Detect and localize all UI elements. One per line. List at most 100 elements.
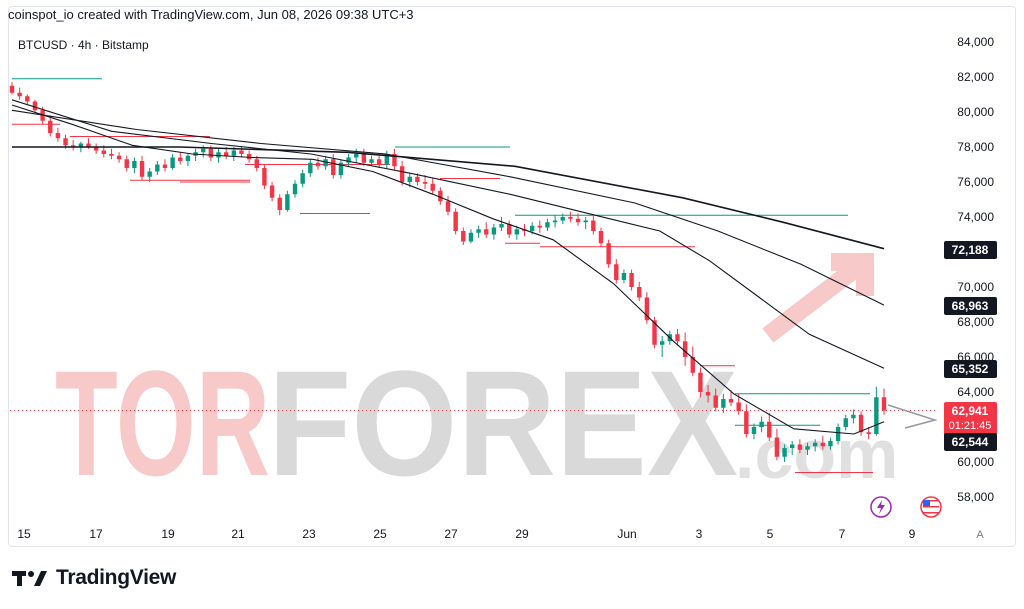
candle-body xyxy=(93,147,99,151)
candle-body xyxy=(201,148,206,153)
candle-body xyxy=(116,155,122,160)
candle-body xyxy=(736,402,741,412)
candle-body xyxy=(422,182,428,184)
y-axis-tick-label: 76,000 xyxy=(957,175,994,189)
candle-body xyxy=(614,264,619,280)
x-axis-tick-label: 7 xyxy=(839,527,846,541)
candle-body xyxy=(728,399,734,403)
candle-body xyxy=(216,152,221,158)
candle-body xyxy=(476,229,481,233)
candle-body xyxy=(399,166,405,182)
moving-average-line xyxy=(11,104,885,435)
y-axis-tick-label: 78,000 xyxy=(957,140,994,154)
candle-body xyxy=(560,217,565,221)
candle-body xyxy=(361,154,367,163)
candle-body xyxy=(109,154,114,156)
candle-body xyxy=(866,432,871,434)
y-axis-tick-label: 64,000 xyxy=(957,385,994,399)
candle-body xyxy=(598,231,604,244)
candle-body xyxy=(331,159,336,175)
moving-average-line xyxy=(11,99,885,369)
candle-body xyxy=(606,243,611,265)
y-axis-tick-label: 68,000 xyxy=(957,315,994,329)
candle-body xyxy=(621,273,627,280)
candle-body xyxy=(376,159,382,165)
candle-body xyxy=(767,421,772,438)
candle-body xyxy=(277,197,282,210)
x-axis-tick-label: 3 xyxy=(696,527,703,541)
candle-body xyxy=(315,162,321,167)
candle-body xyxy=(782,448,787,457)
candle-body xyxy=(223,152,229,156)
watermark-forex: FOREX xyxy=(268,339,738,507)
candle-body xyxy=(468,232,474,242)
candle-body xyxy=(415,176,420,182)
candle-body xyxy=(254,159,259,168)
candle-body xyxy=(292,183,298,195)
price-axis-label: 65,352 xyxy=(952,362,989,376)
x-axis-tick-label: 23 xyxy=(302,527,316,541)
flag-stripe xyxy=(923,503,939,505)
projection-arrow-icon xyxy=(887,404,938,429)
candle-body xyxy=(285,194,290,210)
flag-stripe xyxy=(923,500,939,502)
candle-body xyxy=(155,164,160,172)
candle-body xyxy=(147,171,152,177)
candle-body xyxy=(369,159,374,163)
candle-body xyxy=(682,341,688,357)
candle-body xyxy=(269,185,275,198)
moving-average-line xyxy=(11,109,885,306)
candle-body xyxy=(851,414,856,419)
price-axis-label: 01:21:45 xyxy=(949,420,992,432)
moving-average-line xyxy=(12,146,885,250)
candle-body xyxy=(86,143,91,147)
attribution-text: coinspot_io created with TradingView.com… xyxy=(8,7,414,22)
candle-body xyxy=(484,229,489,235)
candle-body xyxy=(698,372,703,392)
candle-body xyxy=(32,101,38,111)
x-axis-tick-label: Jun xyxy=(617,527,636,541)
y-axis-tick-label: 82,000 xyxy=(957,70,994,84)
candle-body xyxy=(9,85,15,93)
candle-body xyxy=(774,437,780,457)
candle-body xyxy=(101,150,106,154)
watermark-tor: TOR xyxy=(55,339,270,507)
candle-body xyxy=(759,421,764,427)
candle-body xyxy=(537,225,542,228)
candle-body xyxy=(178,157,183,161)
candle-body xyxy=(461,231,466,242)
flag-stripe xyxy=(923,509,939,511)
candle-body xyxy=(797,444,803,450)
candle-body xyxy=(583,220,588,223)
tradingview-brand[interactable]: TradingView xyxy=(12,566,176,590)
price-axis-label: 62,941 xyxy=(952,404,989,418)
candle-body xyxy=(430,183,435,191)
y-axis-tick-label: 84,000 xyxy=(957,35,994,49)
candle-body xyxy=(828,441,833,447)
candle-body xyxy=(170,157,175,168)
candle-body xyxy=(675,334,680,342)
y-axis-tick-label: 60,000 xyxy=(957,455,994,469)
candle-body xyxy=(858,414,864,433)
candle-body xyxy=(805,446,810,450)
price-axis-label-bg xyxy=(944,297,997,315)
x-axis-tick-label: 25 xyxy=(373,527,387,541)
flag-stripe xyxy=(923,512,939,514)
candle-body xyxy=(78,143,84,147)
candle-body xyxy=(346,157,351,163)
candle-body xyxy=(705,392,711,396)
candle-body xyxy=(751,427,757,434)
x-axis-tick-label: 5 xyxy=(767,527,774,541)
candle-body xyxy=(552,220,558,223)
x-axis-tick-label: 15 xyxy=(17,527,31,541)
candle-body xyxy=(721,399,726,408)
candle-body xyxy=(514,229,520,235)
candle-body xyxy=(300,173,305,184)
candle-body xyxy=(637,287,642,298)
y-axis-tick-label: 74,000 xyxy=(957,210,994,224)
tradingview-logo-icon xyxy=(12,571,47,586)
candle-body xyxy=(70,145,76,147)
candle-body xyxy=(812,442,818,447)
candle-body xyxy=(881,397,887,411)
